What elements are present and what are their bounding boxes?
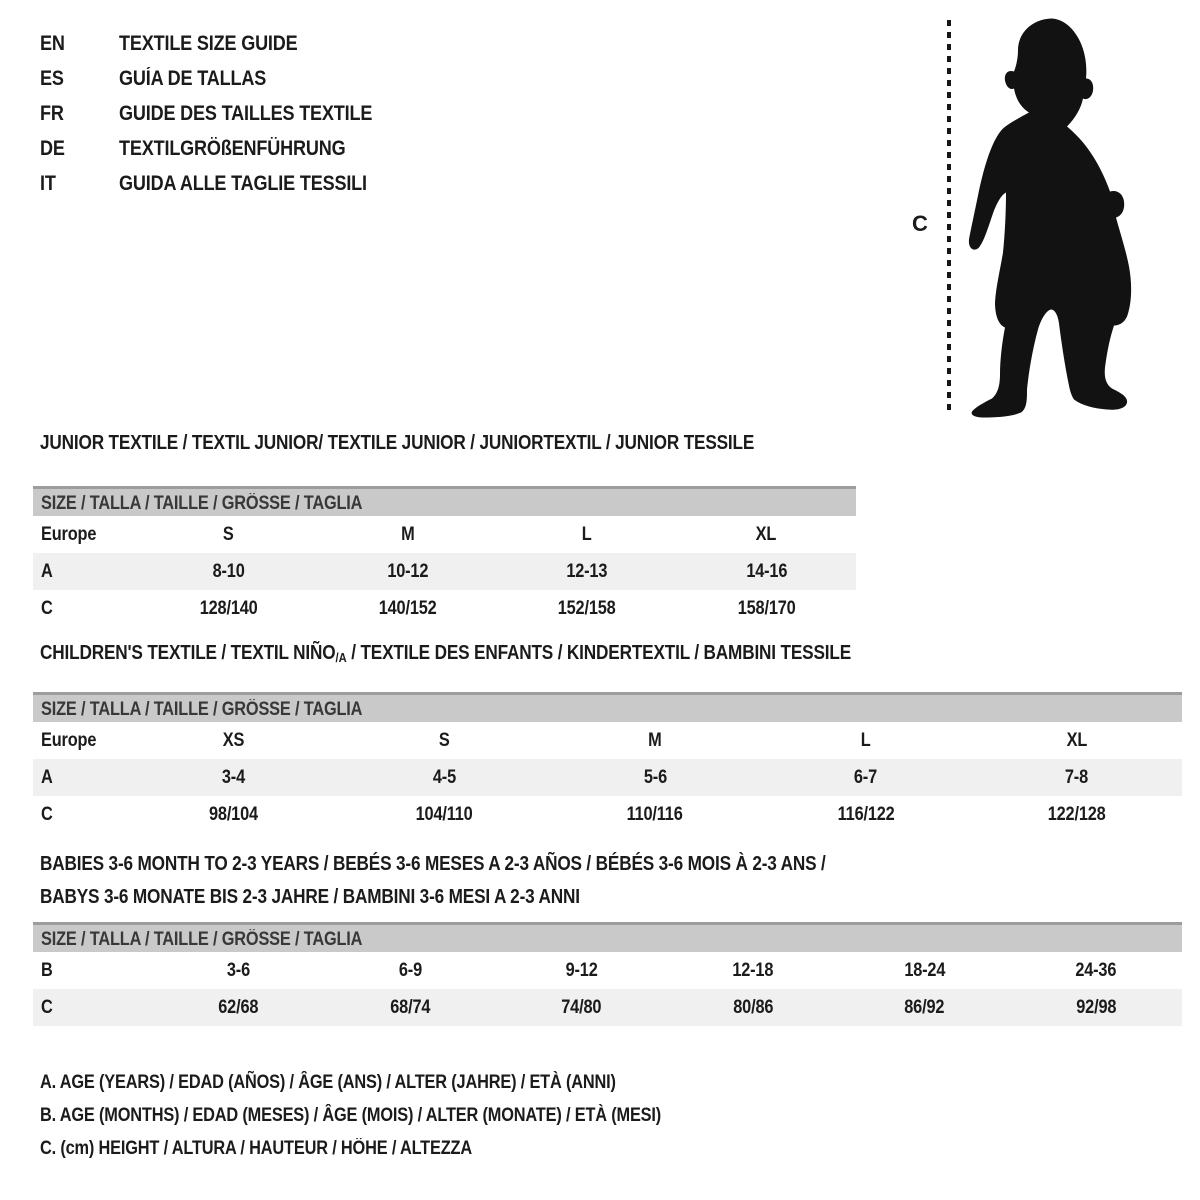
size-cell: XS [222, 729, 245, 751]
size-cell: L [582, 523, 593, 545]
size-cell: 9-12 [565, 959, 598, 981]
table-row-age: A 8-10 10-12 12-13 14-16 [33, 553, 856, 590]
size-cell: 8-10 [212, 560, 245, 582]
size-cell: 12-18 [732, 959, 774, 981]
toddler-silhouette [968, 18, 1132, 418]
height-measure-label: C [912, 211, 928, 236]
table-row-age: A 3-4 4-5 5-6 6-7 7-8 [33, 759, 1182, 796]
size-cell: 24-36 [1075, 959, 1117, 981]
size-cell: 152/158 [558, 597, 617, 619]
language-label: GUIDE DES TAILLES TEXTILE [119, 101, 373, 125]
size-cell: 62/68 [218, 996, 259, 1018]
size-cell: 80/86 [733, 996, 774, 1018]
junior-size-table: SIZE / TALLA / TAILLE / GRÖSSE / TAGLIA … [33, 486, 856, 627]
measurement-legend: A. AGE (YEARS) / EDAD (AÑOS) / ÂGE (ANS)… [40, 1066, 762, 1165]
babies-size-table: SIZE / TALLA / TAILLE / GRÖSSE / TAGLIA … [33, 922, 1182, 1026]
babies-section-title: BABIES 3-6 MONTH TO 2-3 YEARS / BEBÉS 3-… [40, 853, 826, 908]
table-row-months: B 3-6 6-9 9-12 12-18 18-24 24-36 [33, 952, 1182, 989]
language-row-de: DE TEXTILGRÖßENFÜHRUNG [40, 131, 413, 166]
language-code: EN [40, 31, 65, 55]
size-cell: 5-6 [643, 766, 667, 788]
row-label: B [41, 959, 53, 981]
language-row-it: IT GUIDA ALLE TAGLIE TESSILI [40, 166, 413, 201]
nino-a-subscript: /A [335, 650, 347, 665]
legend-line-c: C. (cm) HEIGHT / ALTURA / HAUTEUR / HÖHE… [40, 1138, 472, 1159]
language-label: GUIDA ALLE TAGLIE TESSILI [119, 171, 367, 195]
language-code: IT [40, 171, 56, 195]
language-row-en: EN TEXTILE SIZE GUIDE [40, 26, 413, 61]
size-cell: 3-4 [221, 766, 245, 788]
size-cell: 110/116 [626, 803, 684, 825]
language-code: DE [40, 136, 65, 160]
size-cell: 3-6 [227, 959, 251, 981]
size-cell: L [860, 729, 871, 751]
size-cell: 18-24 [904, 959, 946, 981]
language-label: TEXTILE SIZE GUIDE [119, 31, 298, 55]
size-cell: 12-13 [566, 560, 608, 582]
size-cell: 14-16 [745, 560, 787, 582]
language-row-fr: FR GUIDE DES TAILLES TEXTILE [40, 96, 413, 131]
language-label: GUÍA DE TALLAS [119, 66, 267, 90]
table-row-europe: Europe XS S M L XL [33, 722, 1182, 759]
size-cell: 74/80 [561, 996, 602, 1018]
language-code: FR [40, 101, 64, 125]
size-cell: 98/104 [208, 803, 258, 825]
size-cell: XL [756, 523, 777, 545]
language-row-es: ES GUÍA DE TALLAS [40, 61, 413, 96]
size-cell: 92/98 [1076, 996, 1117, 1018]
row-label: Europe [41, 523, 97, 545]
size-cell: 140/152 [378, 597, 437, 619]
size-cell: 158/170 [737, 597, 796, 619]
table-row-height: C 128/140 140/152 152/158 158/170 [33, 590, 856, 627]
legend-line-b: B. AGE (MONTHS) / EDAD (MESES) / ÂGE (MO… [40, 1105, 662, 1126]
row-label: C [41, 803, 53, 825]
row-label: Europe [41, 729, 97, 751]
size-header-bar: SIZE / TALLA / TAILLE / GRÖSSE / TAGLIA [33, 486, 856, 516]
size-cell: 6-9 [398, 959, 422, 981]
size-cell: 122/128 [1047, 803, 1106, 825]
row-label: A [41, 766, 53, 788]
row-label: C [41, 996, 53, 1018]
size-cell: 116/122 [837, 803, 895, 825]
size-cell: 104/110 [415, 803, 473, 825]
children-size-table: SIZE / TALLA / TAILLE / GRÖSSE / TAGLIA … [33, 692, 1182, 833]
table-row-europe: Europe S M L XL [33, 516, 856, 553]
row-label: C [41, 597, 53, 619]
size-cell: 128/140 [199, 597, 258, 619]
size-cell: M [648, 729, 662, 751]
language-code: ES [40, 66, 64, 90]
height-measure-dashed-line [947, 20, 951, 416]
size-cell: 7-8 [1065, 766, 1089, 788]
size-cell: S [438, 729, 450, 751]
junior-section-title: JUNIOR TEXTILE / TEXTIL JUNIOR/ TEXTILE … [40, 432, 755, 454]
legend-line-a: A. AGE (YEARS) / EDAD (AÑOS) / ÂGE (ANS)… [40, 1072, 616, 1093]
children-section-title: CHILDREN'S TEXTILE / TEXTIL NIÑO/A / TEX… [40, 642, 852, 665]
table-row-height: C 62/68 68/74 74/80 80/86 86/92 92/98 [33, 989, 1182, 1026]
language-list: EN TEXTILE SIZE GUIDE ES GUÍA DE TALLAS … [40, 26, 413, 201]
language-label: TEXTILGRÖßENFÜHRUNG [119, 136, 346, 160]
size-cell: 86/92 [904, 996, 945, 1018]
size-cell: 6-7 [854, 766, 878, 788]
size-cell: 68/74 [390, 996, 431, 1018]
size-cell: XL [1066, 729, 1087, 751]
size-cell: 10-12 [387, 560, 429, 582]
size-cell: S [223, 523, 234, 545]
size-header-bar: SIZE / TALLA / TAILLE / GRÖSSE / TAGLIA [33, 692, 1182, 722]
table-row-height: C 98/104 104/110 110/116 116/122 122/128 [33, 796, 1182, 833]
size-header-bar: SIZE / TALLA / TAILLE / GRÖSSE / TAGLIA [33, 922, 1182, 952]
size-cell: M [401, 523, 415, 545]
row-label: A [41, 560, 53, 582]
size-cell: 4-5 [432, 766, 456, 788]
